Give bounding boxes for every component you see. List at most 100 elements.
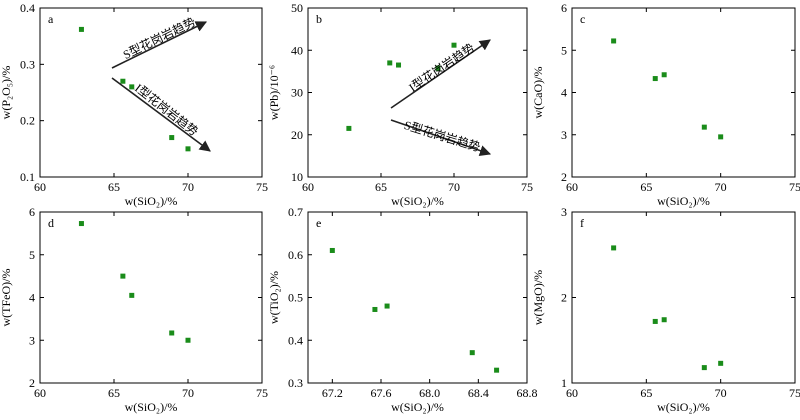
y-tick-label: 0.6 — [288, 248, 303, 262]
y-tick-label: 3 — [561, 205, 567, 219]
trend-arrow — [390, 39, 491, 109]
x-tick-label: 68.0 — [419, 386, 440, 400]
y-tick-label: 0.7 — [288, 205, 303, 219]
data-point — [661, 317, 667, 323]
panel-letter: f — [580, 216, 584, 230]
x-tick-label: 70 — [715, 386, 727, 400]
x-tick-label: 75 — [521, 180, 533, 194]
trend-arrow — [390, 119, 492, 157]
trend-arrow — [111, 77, 211, 152]
data-point — [652, 318, 658, 324]
y-tick-label: 20 — [291, 128, 303, 142]
x-axis-label: w(SiO₂)/% — [125, 194, 178, 208]
x-tick-label: 75 — [256, 180, 268, 194]
y-tick-label: 50 — [291, 1, 303, 15]
x-tick-label: 68.4 — [468, 386, 489, 400]
panel-letter: c — [580, 12, 585, 26]
x-tick-label: 65 — [375, 180, 387, 194]
trend-arrow — [111, 21, 208, 69]
x-axis-label: w(SiO₂)/% — [657, 194, 710, 208]
data-point — [185, 146, 191, 152]
data-point — [120, 78, 126, 84]
x-tick-label: 70 — [448, 180, 460, 194]
y-tick-label: 0.5 — [288, 291, 303, 305]
data-point — [718, 134, 724, 140]
x-tick-label: 65 — [640, 386, 652, 400]
panel-a: 60 65 70 75 0.1 0.2 0.3 0.4 w(SiO₂)/% w(P₂O₅)/% a S… — [0, 1, 268, 208]
data-point — [611, 38, 617, 44]
y-tick-label: 6 — [561, 1, 567, 15]
x-tick-label: 65 — [640, 180, 652, 194]
data-point — [451, 42, 457, 48]
x-tick-label: 70 — [182, 386, 194, 400]
data-point — [652, 76, 658, 82]
y-tick-label: 1 — [561, 376, 567, 390]
data-point — [129, 84, 135, 90]
data-point — [372, 306, 378, 312]
y-axis-label: w(P₂O₅)/% — [0, 66, 13, 120]
y-tick-label: 0.1 — [20, 170, 35, 184]
data-point — [346, 125, 352, 131]
x-tick-label: 60 — [34, 386, 46, 400]
y-tick-label: 40 — [291, 43, 303, 57]
x-tick-label: 60 — [34, 180, 46, 194]
panel-letter: d — [48, 216, 54, 230]
plot-frame — [571, 211, 796, 384]
x-tick-label: 60 — [566, 180, 578, 194]
y-tick-label: 2 — [561, 170, 567, 184]
y-tick-label: 4 — [29, 291, 35, 305]
y-tick-label: 2 — [561, 291, 567, 305]
plot-frame — [571, 7, 796, 178]
data-point — [469, 350, 475, 356]
panel-c: 60 65 70 75 2 3 4 5 6 w(SiO₂)/% w(CaO)/% c — [531, 1, 800, 208]
data-point — [329, 247, 335, 253]
y-tick-label: 0.3 — [20, 57, 35, 71]
trend-label: S型花岗岩趋势 — [120, 14, 197, 62]
y-axis-label: w(MgO)/% — [531, 270, 545, 325]
panel-letter: b — [316, 12, 322, 26]
x-axis-label: w(SiO₂)/% — [391, 194, 444, 208]
data-point — [185, 337, 191, 343]
data-point — [387, 60, 393, 66]
plot-frame — [39, 7, 263, 178]
x-tick-label: 70 — [182, 180, 194, 194]
y-tick-label: 0.2 — [20, 114, 35, 128]
data-point — [78, 26, 84, 32]
panel-letter: e — [316, 216, 321, 230]
x-axis-label: w(SiO₂)/% — [391, 400, 444, 414]
x-tick-label: 70 — [715, 180, 727, 194]
panel-f: 60 65 70 75 1 2 3 w(SiO₂)/% w(MgO)/% f — [531, 205, 800, 414]
y-tick-label: 0.3 — [288, 376, 303, 390]
x-axis-label: w(SiO₂)/% — [657, 400, 710, 414]
plot-frame — [39, 211, 263, 384]
panel-b: 60 65 70 75 10 20 30 40 50 w(SiO₂)/% w(Pb)/10⁻⁶ b I型… — [267, 1, 533, 208]
y-tick-label: 0.4 — [288, 333, 303, 347]
y-tick-label: 10 — [291, 170, 303, 184]
data-point — [384, 303, 390, 309]
data-point — [78, 221, 84, 227]
data-point — [435, 65, 441, 71]
data-point — [701, 124, 707, 130]
x-tick-label: 67.6 — [371, 386, 392, 400]
y-tick-label: 2 — [29, 376, 35, 390]
data-point — [701, 365, 707, 371]
y-tick-label: 6 — [29, 205, 35, 219]
data-point — [120, 273, 126, 279]
y-tick-label: 3 — [29, 333, 35, 347]
trend-label: I型花岗岩趋势 — [132, 80, 201, 139]
x-tick-label: 68.8 — [517, 386, 538, 400]
x-tick-label: 65 — [108, 180, 120, 194]
data-point — [494, 367, 500, 373]
y-tick-label: 5 — [561, 43, 567, 57]
y-axis-label: w(TiO₂)/% — [267, 271, 281, 324]
x-axis-label: w(SiO₂)/% — [125, 400, 178, 414]
data-point — [718, 360, 724, 366]
trend-label: S型花岗岩趋势 — [402, 117, 482, 154]
y-tick-label: 4 — [561, 86, 567, 100]
data-point — [661, 72, 667, 78]
x-tick-label: 60 — [302, 180, 314, 194]
x-tick-label: 75 — [789, 386, 800, 400]
y-tick-label: 5 — [29, 248, 35, 262]
plot-frame — [307, 211, 528, 384]
